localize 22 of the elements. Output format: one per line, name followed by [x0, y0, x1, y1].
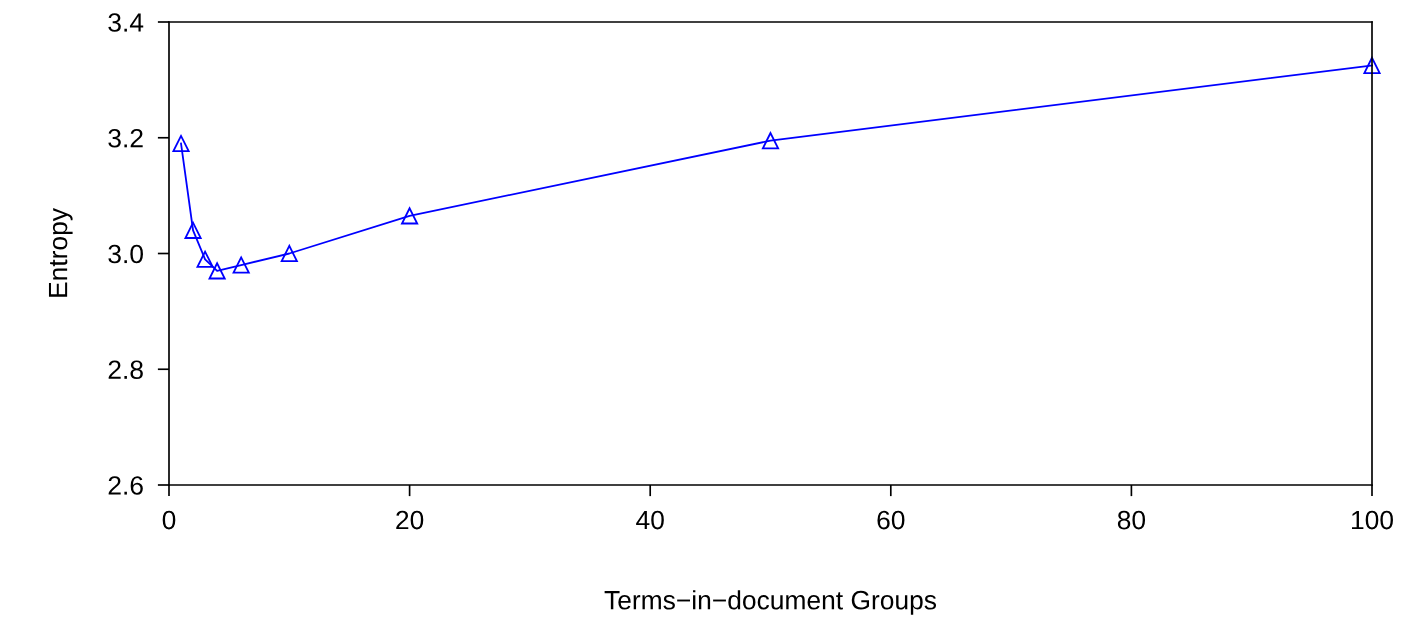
x-tick-label: 0 [162, 510, 176, 530]
y-tick-label: 2.6 [108, 476, 143, 495]
point [280, 244, 298, 263]
x-tick-label: 60 [877, 510, 905, 530]
y-tick-label: 3.2 [108, 128, 143, 148]
x-axis-title: Terms−in−document Groups [604, 590, 937, 615]
point [208, 262, 226, 280]
point [172, 134, 190, 153]
point [761, 132, 780, 150]
point [184, 221, 202, 239]
point [196, 250, 214, 268]
point [232, 256, 250, 274]
point [1363, 56, 1381, 74]
y-tick-label: 3.0 [108, 244, 143, 264]
y-tick-label: 2.8 [108, 360, 143, 380]
x-tick-label: 40 [636, 510, 664, 530]
point [401, 207, 419, 225]
x-tick-label: 20 [396, 510, 424, 530]
y-tick-label: 3.4 [108, 13, 144, 32]
x-tick-label: 80 [1117, 510, 1146, 530]
y-axis-title: Entropy [48, 208, 73, 297]
x-tick-label: 100 [1352, 510, 1393, 530]
